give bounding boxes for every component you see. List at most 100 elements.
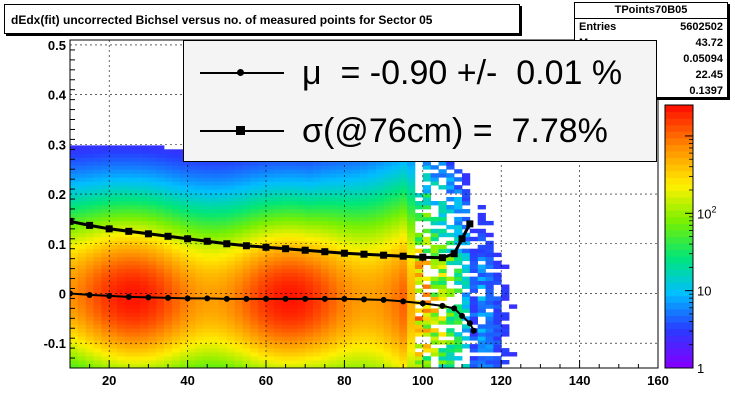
heatmap-cell bbox=[313, 209, 322, 214]
heatmap-cell bbox=[195, 320, 204, 325]
heatmap-cell bbox=[297, 336, 306, 341]
heatmap-cell bbox=[422, 364, 431, 368]
heatmap-cell bbox=[462, 177, 471, 182]
heatmap-cell bbox=[132, 181, 141, 186]
heatmap-cell bbox=[179, 232, 188, 238]
heatmap-cell bbox=[187, 264, 196, 269]
heatmap-cell bbox=[415, 324, 424, 329]
heatmap-cell bbox=[242, 312, 251, 317]
heatmap-cell bbox=[305, 165, 314, 170]
heatmap-cell bbox=[446, 360, 455, 365]
heatmap-cell bbox=[289, 212, 298, 218]
heatmap-cell bbox=[93, 244, 102, 250]
heatmap-cell bbox=[438, 209, 447, 214]
heatmap-cell bbox=[462, 189, 471, 194]
heatmap-cell bbox=[399, 165, 408, 170]
heatmap-cell bbox=[281, 173, 290, 178]
heatmap-cell bbox=[211, 352, 220, 357]
heatmap-cell bbox=[273, 220, 282, 226]
heatmap-cell bbox=[360, 236, 369, 242]
heatmap-cell bbox=[77, 177, 86, 182]
heatmap-cell bbox=[93, 268, 102, 273]
heatmap-cell bbox=[117, 300, 126, 305]
heatmap-cell bbox=[234, 169, 243, 174]
heatmap-cell bbox=[203, 169, 212, 174]
heatmap-cell bbox=[77, 145, 86, 150]
heatmap-cell bbox=[156, 276, 165, 281]
heatmap-cell bbox=[250, 324, 259, 329]
heatmap-cell bbox=[85, 344, 94, 349]
heatmap-cell bbox=[70, 260, 79, 266]
heatmap-cell bbox=[289, 288, 298, 293]
heatmap-cell bbox=[101, 252, 110, 258]
heatmap-cell bbox=[195, 177, 204, 182]
heatmap-cell bbox=[219, 248, 228, 254]
heatmap-cell bbox=[399, 292, 408, 297]
heatmap-cell bbox=[85, 161, 94, 166]
heatmap-cell bbox=[407, 348, 416, 353]
heatmap-cell bbox=[266, 173, 275, 178]
heatmap-cell bbox=[187, 308, 196, 313]
palette-swatch bbox=[665, 282, 693, 290]
heatmap-cell bbox=[336, 236, 345, 242]
heatmap-cell bbox=[93, 364, 102, 368]
heatmap-cell bbox=[226, 256, 235, 262]
palette-swatch bbox=[665, 223, 693, 231]
heatmap-cell bbox=[313, 205, 322, 210]
heatmap-cell bbox=[367, 296, 377, 301]
heatmap-cell bbox=[266, 280, 275, 285]
heatmap-cell bbox=[360, 224, 369, 230]
heatmap-cell bbox=[203, 356, 212, 361]
heatmap-cell bbox=[179, 304, 188, 309]
heatmap-cell bbox=[250, 344, 259, 349]
heatmap-cell bbox=[344, 244, 353, 250]
heatmap-cell bbox=[117, 185, 126, 190]
heatmap-cell bbox=[140, 324, 149, 329]
heatmap-cell bbox=[242, 236, 251, 242]
heatmap-cell bbox=[399, 344, 408, 349]
heatmap-cell bbox=[281, 288, 290, 293]
heatmap-cell bbox=[203, 212, 212, 218]
heatmap-cell bbox=[187, 312, 196, 317]
heatmap-cell bbox=[328, 328, 337, 333]
heatmap-cell bbox=[344, 304, 353, 309]
heatmap-cell bbox=[273, 181, 282, 186]
heatmap-cell bbox=[132, 248, 141, 254]
heatmap-cell bbox=[336, 169, 345, 174]
heatmap-cell bbox=[360, 189, 369, 194]
heatmap-cell bbox=[148, 316, 157, 321]
heatmap-cell bbox=[266, 352, 275, 357]
heatmap-cell bbox=[195, 280, 204, 285]
heatmap-cell bbox=[101, 185, 110, 190]
heatmap-cell bbox=[477, 360, 486, 365]
heatmap-cell bbox=[234, 181, 243, 186]
heatmap-cell bbox=[454, 201, 463, 206]
heatmap-cell bbox=[454, 256, 463, 262]
heatmap-cell bbox=[360, 193, 369, 198]
heatmap-cell bbox=[242, 332, 251, 337]
heatmap-cell bbox=[454, 248, 463, 254]
heatmap-cell bbox=[462, 268, 471, 273]
heatmap-cell bbox=[242, 216, 251, 222]
heatmap-cell bbox=[415, 236, 424, 242]
heatmap-cell bbox=[477, 244, 486, 250]
heatmap-cell bbox=[164, 212, 173, 218]
heatmap-cell bbox=[344, 312, 353, 317]
heatmap-cell bbox=[101, 324, 110, 329]
heatmap-cell bbox=[132, 296, 141, 301]
heatmap-cell bbox=[407, 260, 416, 266]
heatmap-cell bbox=[313, 185, 322, 190]
heatmap-cell bbox=[226, 348, 235, 353]
heatmap-cell bbox=[77, 169, 86, 174]
heatmap-cell bbox=[171, 161, 181, 166]
heatmap-cell bbox=[415, 240, 424, 246]
heatmap-cell bbox=[273, 205, 282, 210]
heatmap-cell bbox=[273, 197, 282, 202]
heatmap-cell bbox=[273, 236, 282, 242]
heatmap-cell bbox=[289, 364, 298, 368]
heatmap-cell bbox=[85, 240, 94, 246]
heatmap-cell bbox=[446, 348, 455, 353]
heatmap-cell bbox=[289, 340, 298, 345]
heatmap-cell bbox=[250, 169, 259, 174]
heatmap-cell bbox=[328, 244, 337, 250]
